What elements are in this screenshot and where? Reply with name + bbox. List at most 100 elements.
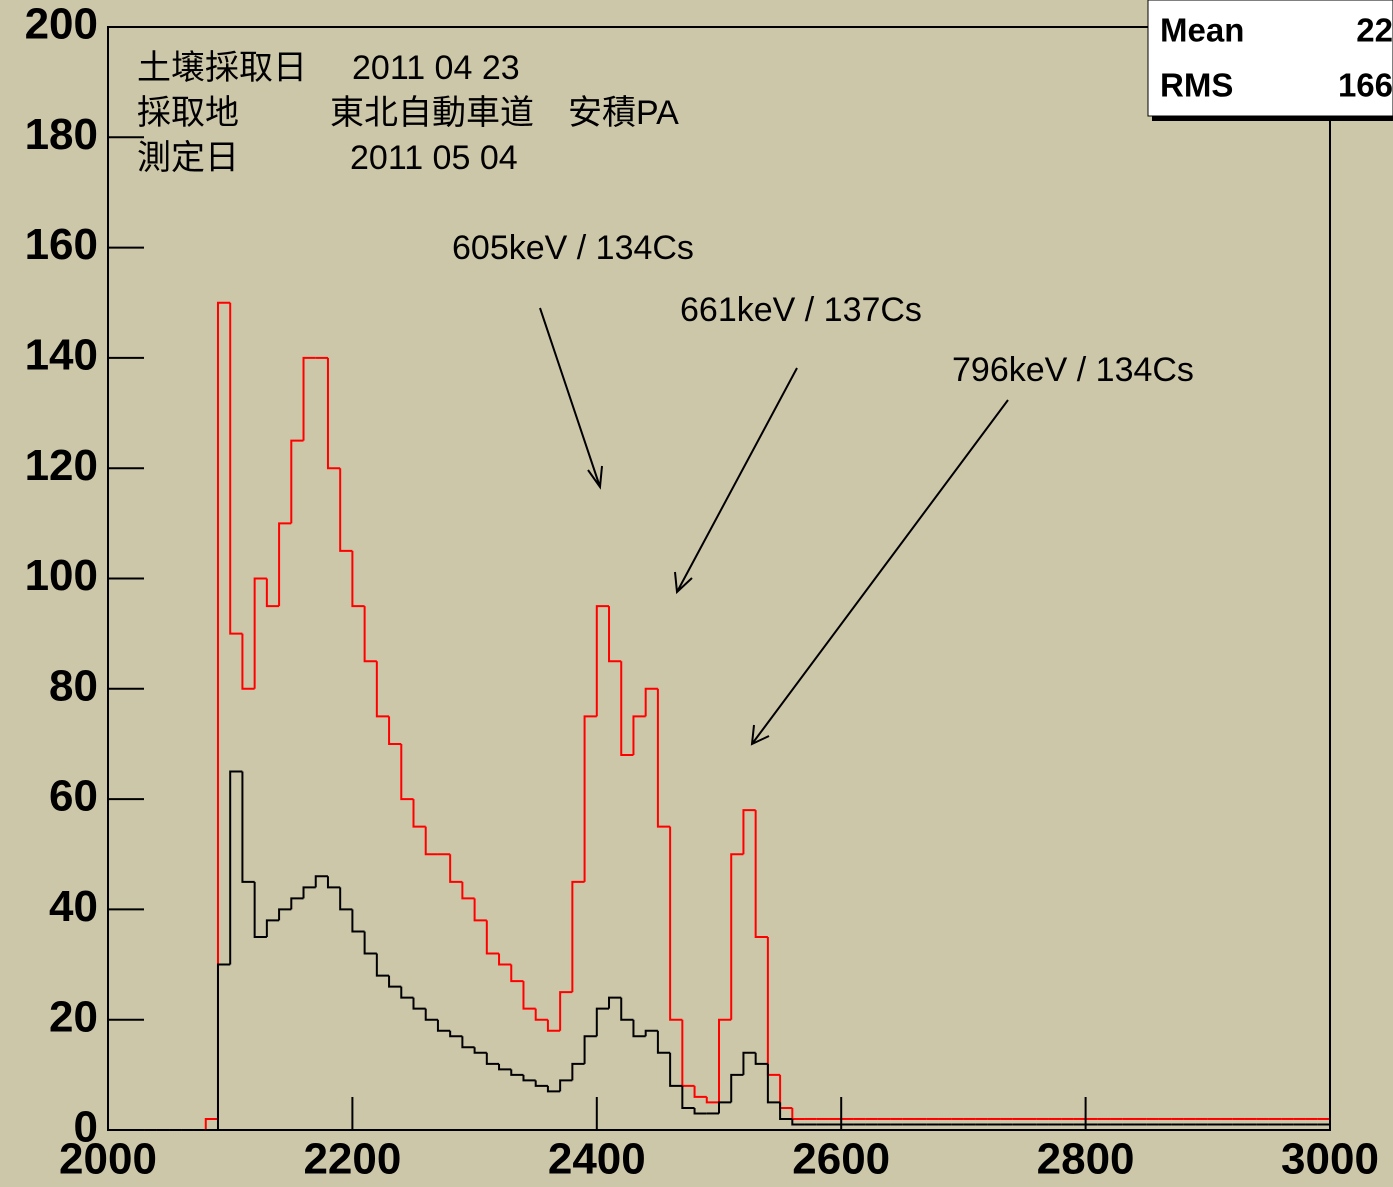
histogram-bin [265,578,280,608]
x-tick-label: 2200 [303,1135,401,1184]
histogram-bin [632,1019,646,1038]
histogram-bin [669,826,683,1021]
plot-frame [107,26,1331,1131]
histogram-bin [204,1117,218,1130]
histogram-bin [388,716,402,745]
annotation: 土壌採取日 [137,49,307,87]
y-tick-label: 80 [49,661,98,710]
histogram-bin [510,964,524,983]
annotation: 796keV / 134Cs [952,351,1194,389]
histogram-bin [779,1074,793,1109]
histogram-bin [522,1074,536,1082]
histogram-bin [742,809,756,855]
histogram-bin [363,606,377,663]
histogram-bin [608,606,622,663]
histogram-bin [436,1019,451,1032]
histogram-bin [620,997,634,1021]
histogram-bin [791,1118,805,1126]
y-tick-label: 20 [49,992,98,1041]
histogram-bin [400,986,414,999]
histogram-bin [510,1069,524,1076]
histogram-bin [718,1101,732,1114]
histogram-bin [583,1035,597,1064]
arrows [539,307,1009,746]
histogram-bin [424,826,438,856]
histogram-bin [595,1007,610,1037]
histogram-bin [326,357,341,470]
histogram-bin [779,1102,793,1120]
histogram-bin [424,1008,438,1021]
stats-value: 166 [1338,67,1393,104]
y-tick-label: 120 [25,441,98,490]
histogram-bin [632,715,646,755]
histogram-bin [571,880,585,993]
histogram-bin [559,991,573,1031]
histogram-bin [681,1019,695,1087]
histogram-bin [522,981,536,1010]
histogram-bin [693,1107,707,1115]
arrow [674,367,798,595]
histogram-bin [241,771,255,883]
y-tick-label: 180 [25,110,98,159]
y-tick-label: 160 [25,220,98,269]
y-tick-label: 40 [49,882,98,931]
annotation: 採取地 [137,94,239,132]
histogram-bin [791,1107,805,1120]
histogram-bin [375,661,390,718]
histogram-bin [278,522,292,607]
histogram-bin [229,302,243,635]
histogram-bin [730,1073,744,1103]
histogram-bin [705,1096,719,1104]
histogram-bin [693,1085,707,1098]
stats-box [1147,0,1393,117]
histogram-bin [216,301,231,1119]
annotation: 東北自動車道 安積PA [330,94,679,132]
histogram-bin [253,881,267,938]
histogram-bin [754,1052,768,1065]
annotation: 2011 05 04 [350,139,518,177]
histogram-bin [534,1008,548,1021]
stats-value: 22 [1356,12,1393,49]
x-tick-label: 2800 [1037,1135,1135,1184]
histogram-bin [620,661,634,756]
histogram-bin [485,920,500,955]
arrow [539,307,603,490]
stats-label: RMS [1160,67,1233,104]
x-tick-label: 2600 [792,1135,890,1184]
histogram-bin [681,1085,695,1109]
histogram-bin [461,1036,475,1049]
histogram-bin [412,799,426,828]
histogram-bin [363,931,377,955]
histogram-bin [498,1063,512,1071]
histogram-bin [400,743,414,801]
histogram-bin [608,996,622,1009]
histograms [108,301,1330,1131]
histogram-bin [571,1062,585,1081]
histogram-bin [766,1063,781,1104]
arrow [750,399,1009,746]
histogram-bin [241,633,255,690]
histogram-bin [449,854,463,883]
y-tick-label: 140 [25,331,98,380]
histogram-bin [730,853,744,1020]
x-tick-label: 2400 [548,1135,646,1184]
histogram-bin [326,876,341,889]
histogram-bin [669,1052,683,1087]
histogram-bin [290,897,304,910]
histogram-bin [656,1030,671,1054]
histogram-bin [742,1051,756,1075]
histogram-bin [314,875,328,888]
histogram-bin [644,687,658,717]
histogram-bin [229,770,243,965]
histogram-bin [754,810,768,938]
x-tick-label: 2000 [59,1135,157,1184]
histogram-bin [461,881,475,900]
histogram-bin [375,953,390,977]
histogram-bin [449,1030,463,1038]
histogram-bin [559,1079,573,1092]
histogram-bin [534,1080,548,1087]
histogram-bin [388,975,402,988]
histogram-bin [216,963,231,1130]
